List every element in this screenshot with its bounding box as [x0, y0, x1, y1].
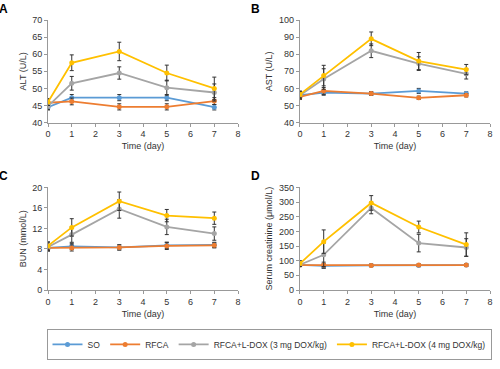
svg-text:20: 20	[32, 183, 42, 193]
svg-text:150: 150	[279, 241, 294, 251]
svg-text:40: 40	[32, 118, 42, 128]
svg-text:0: 0	[289, 285, 294, 295]
svg-text:D: D	[251, 169, 260, 183]
svg-text:50: 50	[284, 101, 294, 111]
svg-text:Time (day): Time (day)	[122, 141, 165, 151]
svg-text:40: 40	[284, 118, 294, 128]
svg-text:6: 6	[440, 297, 445, 307]
svg-text:0: 0	[37, 285, 42, 295]
svg-text:250: 250	[279, 212, 294, 222]
svg-text:80: 80	[284, 49, 294, 59]
svg-text:3: 3	[369, 297, 374, 307]
svg-text:50: 50	[32, 84, 42, 94]
svg-text:50: 50	[284, 270, 294, 280]
svg-text:4: 4	[392, 297, 397, 307]
svg-text:C: C	[0, 169, 8, 183]
svg-text:RFCA: RFCA	[145, 340, 168, 350]
svg-text:8: 8	[37, 244, 42, 254]
svg-text:Serum creatinine (μmol/L): Serum creatinine (μmol/L)	[264, 187, 274, 291]
svg-text:6: 6	[188, 297, 193, 307]
svg-text:60: 60	[284, 84, 294, 94]
svg-text:60: 60	[32, 49, 42, 59]
svg-text:5: 5	[416, 129, 421, 139]
svg-text:3: 3	[117, 297, 122, 307]
svg-text:0: 0	[297, 129, 302, 139]
svg-text:ALT (U/L): ALT (U/L)	[18, 52, 28, 90]
svg-text:90: 90	[284, 32, 294, 42]
svg-text:2: 2	[345, 129, 350, 139]
svg-text:8: 8	[487, 297, 492, 307]
svg-text:4: 4	[141, 129, 146, 139]
svg-text:3: 3	[369, 129, 374, 139]
svg-text:6: 6	[440, 129, 445, 139]
svg-text:0: 0	[297, 297, 302, 307]
svg-text:Time (day): Time (day)	[374, 141, 417, 151]
svg-text:12: 12	[32, 224, 42, 234]
svg-text:BUN (mmol/L): BUN (mmol/L)	[18, 210, 28, 267]
svg-text:8: 8	[487, 129, 492, 139]
svg-text:350: 350	[279, 183, 294, 193]
svg-text:B: B	[251, 2, 260, 16]
svg-text:100: 100	[279, 15, 294, 25]
svg-text:55: 55	[32, 66, 42, 76]
svg-text:1: 1	[69, 297, 74, 307]
svg-text:7: 7	[464, 129, 469, 139]
svg-text:8: 8	[236, 129, 241, 139]
svg-text:100: 100	[279, 256, 294, 266]
svg-text:2: 2	[345, 297, 350, 307]
svg-text:7: 7	[212, 297, 217, 307]
svg-text:1: 1	[321, 297, 326, 307]
svg-text:2: 2	[93, 297, 98, 307]
svg-text:16: 16	[32, 203, 42, 213]
svg-text:Time (day): Time (day)	[374, 309, 417, 319]
svg-text:Time (day): Time (day)	[122, 309, 165, 319]
svg-text:A: A	[0, 2, 8, 16]
svg-text:2: 2	[93, 129, 98, 139]
svg-text:200: 200	[279, 227, 294, 237]
svg-text:70: 70	[32, 15, 42, 25]
svg-text:300: 300	[279, 197, 294, 207]
svg-text:7: 7	[212, 129, 217, 139]
svg-text:AST (U/L): AST (U/L)	[264, 51, 274, 91]
svg-text:1: 1	[321, 129, 326, 139]
svg-text:45: 45	[32, 101, 42, 111]
svg-text:5: 5	[164, 129, 169, 139]
svg-text:4: 4	[392, 129, 397, 139]
svg-text:70: 70	[284, 66, 294, 76]
svg-text:0: 0	[45, 297, 50, 307]
svg-text:SO: SO	[88, 340, 101, 350]
svg-text:4: 4	[141, 297, 146, 307]
svg-text:4: 4	[37, 265, 42, 275]
svg-text:RFCA+L-DOX (3 mg DOX/kg): RFCA+L-DOX (3 mg DOX/kg)	[214, 340, 327, 350]
svg-text:7: 7	[464, 297, 469, 307]
svg-text:1: 1	[69, 129, 74, 139]
svg-text:5: 5	[416, 297, 421, 307]
svg-text:5: 5	[164, 297, 169, 307]
svg-text:8: 8	[236, 297, 241, 307]
svg-text:RFCA+L-DOX (4 mg DOX/kg): RFCA+L-DOX (4 mg DOX/kg)	[372, 340, 485, 350]
svg-text:6: 6	[188, 129, 193, 139]
svg-text:3: 3	[117, 129, 122, 139]
svg-text:65: 65	[32, 32, 42, 42]
svg-text:0: 0	[45, 129, 50, 139]
